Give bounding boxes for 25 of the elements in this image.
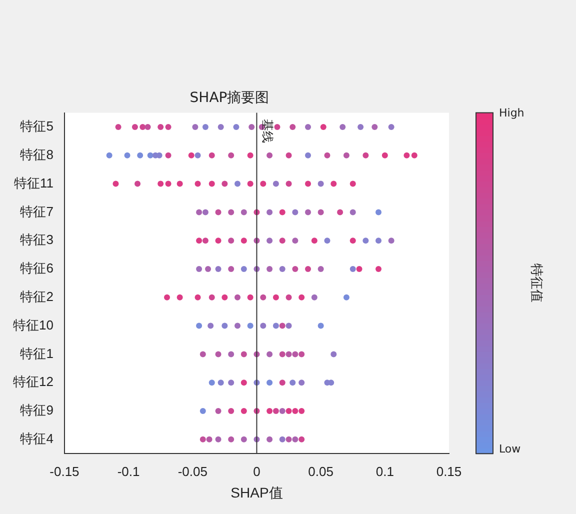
- x-tick-label: -0.05: [178, 464, 208, 479]
- y-tick-label: 特征10: [12, 317, 54, 332]
- y-tick-label: 特征4: [20, 430, 54, 446]
- y-tick-label: 特征8: [20, 146, 54, 162]
- y-tick-label: 特征9: [20, 402, 54, 418]
- color-bar-label: Low: [499, 442, 521, 456]
- x-tick-label: 0.15: [436, 464, 462, 479]
- y-tick-label: 特征12: [12, 374, 54, 390]
- y-tick-label: 特征5: [20, 118, 54, 134]
- x-tick-label: 0: [253, 464, 260, 479]
- y-tick-label: 特征7: [20, 204, 54, 219]
- color-bar-title: 特征值: [528, 264, 544, 303]
- color-bar-label: High: [499, 106, 524, 120]
- x-tick-label: -0.15: [50, 464, 80, 479]
- x-tick-label: 0.1: [376, 464, 394, 479]
- y-tick-label: 特征6: [20, 260, 54, 276]
- y-tick-label: 特征2: [20, 288, 54, 304]
- ref-line-label: 基线: [260, 118, 275, 143]
- y-tick-label: 特征1: [20, 346, 54, 361]
- y-tick-label: 特征11: [14, 175, 54, 190]
- chart-title: SHAP摘要图: [190, 90, 270, 106]
- x-axis-title: SHAP值: [230, 484, 283, 500]
- y-tick-label: 特征3: [20, 232, 54, 248]
- x-tick-label: 0.05: [308, 464, 334, 479]
- x-tick-label: -0.1: [117, 464, 140, 479]
